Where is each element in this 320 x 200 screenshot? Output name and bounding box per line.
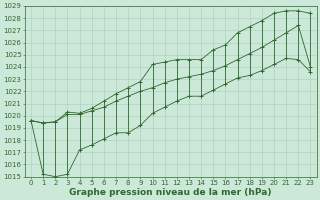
X-axis label: Graphe pression niveau de la mer (hPa): Graphe pression niveau de la mer (hPa)	[69, 188, 272, 197]
